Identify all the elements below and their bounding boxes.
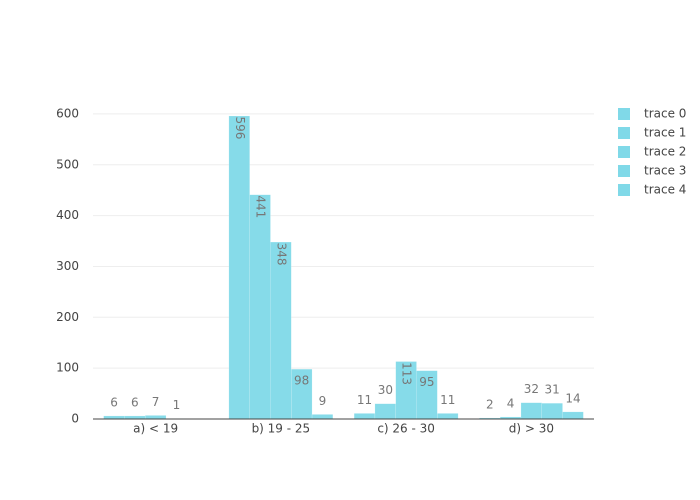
data-label: 7 [152,395,160,409]
legend-label[interactable]: trace 2 [644,145,686,159]
y-tick-label: 300 [56,259,79,273]
data-label: 30 [378,383,393,397]
data-label: 1 [173,398,181,412]
data-label: 95 [419,375,434,389]
legend-swatch[interactable] [618,184,630,196]
bar [144,415,167,420]
bar [311,414,334,420]
legend-swatch[interactable] [618,146,630,158]
legend-label[interactable]: trace 4 [644,183,686,197]
bar [228,115,250,420]
bar [562,411,584,420]
x-tick-label: b) 19 - 25 [252,422,311,436]
data-label: 348 [274,243,288,266]
data-label: 11 [440,393,455,407]
legend-swatch[interactable] [618,165,630,177]
data-label: 113 [400,362,414,385]
data-label: 441 [254,195,268,218]
legend-swatch[interactable] [618,127,630,139]
y-tick-label: 100 [56,361,79,375]
data-label: 596 [233,117,247,140]
y-tick-label: 200 [56,310,79,324]
data-label: 2 [486,397,494,411]
bar [353,413,376,420]
x-tick-label: a) < 19 [133,422,178,436]
y-tick-label: 400 [56,208,79,222]
x-tick-label: c) 26 - 30 [377,422,435,436]
data-label: 11 [357,393,372,407]
data-label: 6 [131,395,139,409]
y-tick-label: 500 [56,157,79,171]
y-tick-label: 600 [56,106,79,120]
legend-label[interactable]: trace 0 [644,107,686,121]
y-tick-label: 0 [71,412,79,426]
legend-label[interactable]: trace 3 [644,164,686,178]
data-label: 4 [507,396,515,410]
bar [249,194,271,420]
x-tick-label: d) > 30 [509,422,554,436]
data-label: 98 [294,374,309,388]
legend-label[interactable]: trace 1 [644,126,686,140]
data-label: 14 [565,391,580,405]
data-label: 9 [319,394,327,408]
bar [270,241,292,420]
bar [520,402,543,420]
bar [437,413,459,420]
data-label: 6 [110,395,118,409]
bar [374,403,396,420]
bar [541,402,563,420]
data-label: 32 [524,382,539,396]
data-label: 31 [545,383,560,397]
legend-swatch[interactable] [618,108,630,120]
